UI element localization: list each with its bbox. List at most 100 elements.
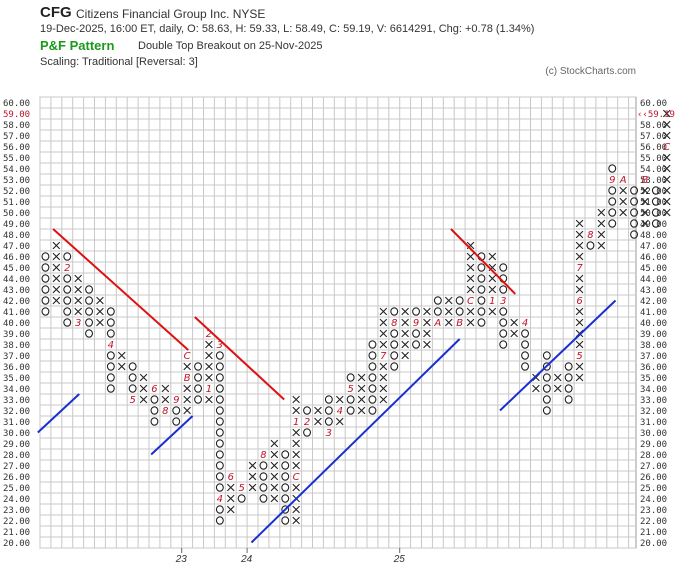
y-tick-label-right: 60.00: [640, 99, 667, 109]
trend-lines: [37, 228, 617, 544]
copyright-notice[interactable]: (c) StockCharts.com: [545, 66, 636, 77]
o-box: [215, 384, 224, 393]
o-box: [368, 384, 377, 393]
x-box: [619, 186, 627, 195]
x-box: [423, 329, 431, 338]
x-box: [575, 241, 584, 250]
o-box: [608, 219, 617, 228]
o-box: [63, 318, 72, 327]
x-box: [357, 384, 366, 393]
x-box: [292, 516, 300, 525]
y-tick-label-right: 32.00: [640, 407, 667, 417]
pnf-column: 2: [63, 252, 72, 327]
month-marker: 6: [576, 296, 582, 307]
y-tick-label-left: 25.00: [3, 484, 30, 494]
month-marker: 1: [489, 296, 495, 307]
pnf-column: C: [662, 109, 671, 217]
o-box: [390, 340, 399, 349]
month-marker: 8: [260, 450, 266, 461]
o-box: [499, 307, 508, 316]
y-tick-label-right: 48.00: [640, 231, 667, 241]
pnf-column: [117, 351, 126, 371]
o-box: [281, 516, 290, 525]
o-box: [390, 307, 399, 316]
o-box: [630, 186, 638, 195]
o-box: [150, 395, 159, 404]
y-tick-label-right: 27.00: [640, 462, 667, 472]
o-box: [41, 252, 50, 261]
y-tick-label-right: 24.00: [640, 495, 667, 505]
o-box: [172, 406, 181, 415]
o-box: [608, 164, 617, 173]
o-box: [630, 230, 638, 239]
pnf-column: [423, 307, 431, 349]
x-box: [662, 175, 671, 184]
x-box: [641, 219, 649, 228]
x-box: [423, 307, 431, 316]
y-tick-label-left: 60.00: [3, 99, 30, 109]
o-box: [215, 450, 224, 459]
o-box: [412, 329, 420, 338]
month-marker: 8: [587, 230, 593, 241]
y-tick-label-left: 39.00: [3, 330, 30, 340]
x-box: [466, 252, 475, 261]
x-box: [597, 219, 606, 228]
o-box: [281, 472, 290, 481]
x-box: [248, 461, 257, 470]
o-box: [542, 362, 551, 371]
x-box: [423, 318, 431, 327]
o-box: [651, 219, 660, 228]
x-box: [139, 373, 148, 382]
month-marker: C: [663, 142, 670, 153]
x-box: [52, 263, 61, 272]
pnf-column: B: [455, 296, 464, 329]
o-box: [281, 483, 290, 492]
y-tick-label-right: 46.00: [640, 253, 667, 263]
y-tick-label-left: 38.00: [3, 341, 30, 351]
x-box: [466, 318, 475, 327]
y-tick-label-left: 51.00: [3, 198, 30, 208]
x-box: [444, 318, 453, 327]
y-tick-label-left: 29.00: [3, 440, 30, 450]
x-box: [74, 307, 82, 316]
x-box: [641, 208, 649, 217]
quote-line: 19-Dec-2025, 16:00 ET, daily, O: 58.63, …: [40, 23, 535, 35]
pnf-column: BC: [183, 351, 191, 415]
x-box: [379, 307, 388, 316]
pnf-column: [52, 241, 61, 305]
y-tick-label-left: 26.00: [3, 473, 30, 483]
support-line: [37, 393, 80, 434]
x-box: [205, 373, 213, 382]
o-box: [259, 461, 268, 470]
o-box: [194, 384, 203, 393]
y-tick-label-right: 21.00: [640, 528, 667, 538]
pnf-column: 12: [205, 329, 213, 404]
o-box: [172, 417, 181, 426]
pnf-column: [510, 318, 518, 338]
o-box: [150, 417, 159, 426]
x-box: [314, 417, 322, 426]
x-box: [96, 318, 104, 327]
o-box: [521, 329, 529, 338]
o-box: [106, 307, 115, 316]
x-box: [466, 274, 475, 283]
x-box: [139, 395, 148, 404]
month-marker: 5: [238, 483, 244, 494]
y-tick-label-left: 42.00: [3, 297, 30, 307]
o-box: [281, 505, 290, 514]
y-tick-label-left: 35.00: [3, 374, 30, 384]
x-box: [270, 483, 279, 492]
pnf-column: [281, 450, 290, 525]
o-box: [390, 362, 399, 371]
o-box: [41, 285, 50, 294]
o-box: [477, 263, 486, 272]
o-box: [215, 373, 224, 382]
y-tick-label-left: 22.00: [3, 517, 30, 527]
x-box: [292, 505, 300, 514]
month-marker: 4: [522, 318, 528, 329]
o-box: [630, 208, 638, 217]
month-marker: 4: [337, 406, 343, 417]
x-box: [292, 483, 300, 492]
o-box: [215, 516, 224, 525]
pnf-column: 5 6 7: [575, 219, 584, 382]
